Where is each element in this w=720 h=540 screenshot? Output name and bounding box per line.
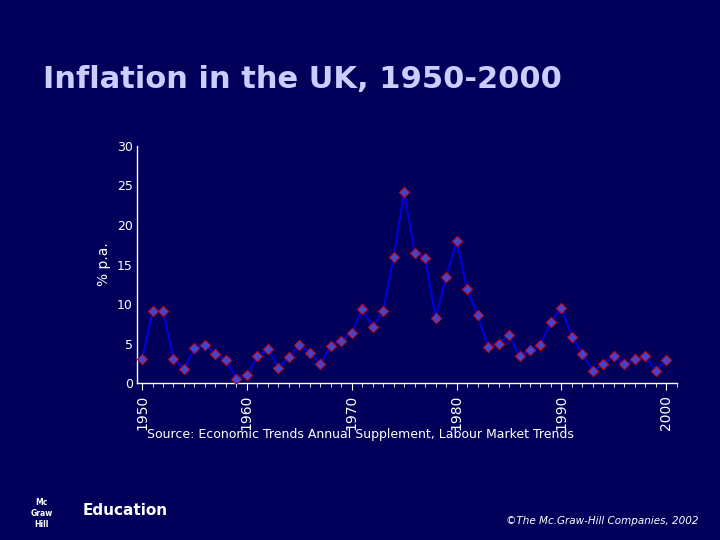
Point xyxy=(230,374,242,383)
Point xyxy=(514,352,526,361)
Point xyxy=(262,345,274,354)
Point xyxy=(660,355,672,364)
Point xyxy=(472,311,483,320)
Point xyxy=(157,306,168,315)
Point xyxy=(251,352,263,361)
Text: Mc: Mc xyxy=(35,498,48,507)
Point xyxy=(441,273,452,281)
Point xyxy=(503,331,515,340)
Point xyxy=(325,342,336,350)
Point xyxy=(241,371,253,380)
Point xyxy=(535,340,546,349)
Point xyxy=(210,350,221,359)
Point xyxy=(524,346,536,354)
Point xyxy=(629,355,641,363)
Text: Graw: Graw xyxy=(30,509,53,518)
Point xyxy=(336,336,347,345)
Y-axis label: % p.a.: % p.a. xyxy=(97,242,111,287)
Point xyxy=(273,363,284,372)
Point xyxy=(462,285,473,293)
Point xyxy=(482,343,494,352)
Point xyxy=(451,237,462,245)
Point xyxy=(136,355,148,363)
Point xyxy=(377,306,389,315)
Point xyxy=(388,252,400,261)
Text: Source: Economic Trends Annual Supplement, Labour Market Trends: Source: Economic Trends Annual Supplemen… xyxy=(147,428,573,441)
Point xyxy=(608,352,620,360)
Text: Education: Education xyxy=(83,503,168,518)
Point xyxy=(566,332,577,341)
Point xyxy=(356,305,368,313)
Point xyxy=(430,313,441,322)
Point xyxy=(398,187,410,196)
Text: Inflation in the UK, 1950-2000: Inflation in the UK, 1950-2000 xyxy=(43,65,562,94)
Point xyxy=(639,352,651,361)
Point xyxy=(545,318,557,326)
Point xyxy=(189,343,200,352)
Point xyxy=(147,307,158,316)
Point xyxy=(220,355,232,364)
Point xyxy=(199,340,211,349)
Point xyxy=(346,328,358,337)
Point xyxy=(294,341,305,350)
Point xyxy=(598,360,609,369)
Point xyxy=(650,367,662,375)
Point xyxy=(577,350,588,359)
Text: Hill: Hill xyxy=(35,519,48,529)
Point xyxy=(168,355,179,363)
Point xyxy=(367,323,379,332)
Point xyxy=(556,304,567,313)
Point xyxy=(587,367,598,375)
Point xyxy=(315,359,326,368)
Point xyxy=(283,353,294,362)
Point xyxy=(409,248,420,257)
Point xyxy=(618,360,630,369)
Point xyxy=(179,365,190,374)
Text: ©The Mc.Graw-Hill Companies, 2002: ©The Mc.Graw-Hill Companies, 2002 xyxy=(506,516,698,526)
Point xyxy=(304,348,315,357)
Point xyxy=(492,340,504,348)
Point xyxy=(419,254,431,262)
